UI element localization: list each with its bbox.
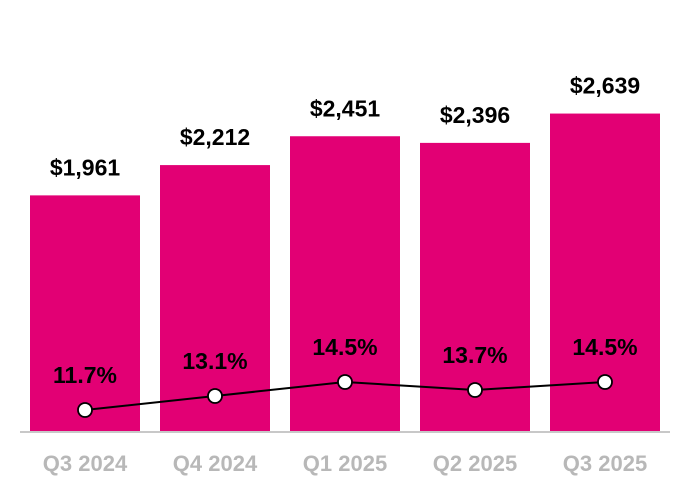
line-marker [337,374,353,390]
x-tick-label: Q1 2025 [303,451,387,476]
line-value-label: 11.7% [53,362,117,388]
x-tick-label: Q4 2024 [173,451,258,476]
line-value-label: 13.7% [442,342,507,368]
bar [30,195,140,432]
line-value-label: 14.5% [312,334,377,360]
line-value-label: 13.1% [182,348,247,374]
line-marker [597,374,613,390]
bar-value-label: $2,639 [570,73,640,99]
line-marker [467,382,483,398]
x-tick-label: Q2 2025 [433,451,517,476]
line-marker [207,388,223,404]
line-value-label: 14.5% [572,334,637,360]
bar [160,165,270,432]
bar-value-label: $2,212 [180,124,250,150]
bar-value-label: $2,396 [440,102,510,128]
x-tick-label: Q3 2025 [563,451,647,476]
bar-value-label: $1,961 [50,154,121,180]
x-tick-label: Q3 2024 [43,451,128,476]
bar-value-label: $2,451 [310,95,381,121]
line-marker [77,402,93,418]
